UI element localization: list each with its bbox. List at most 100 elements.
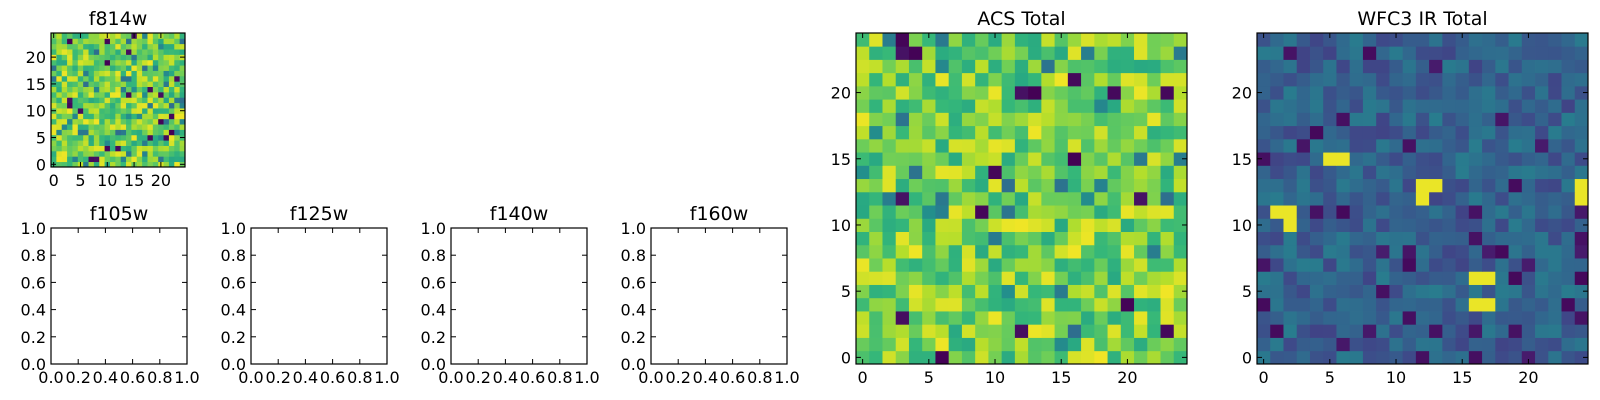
heatmap-cell [93,129,100,136]
heatmap-cell [1081,271,1095,285]
heatmap-cell [1482,72,1496,87]
heatmap-cell [163,97,170,104]
heatmap-cell [67,118,73,125]
heatmap-cell [1041,46,1055,60]
heatmap-cell [179,70,186,77]
heatmap-cell [1455,244,1470,259]
heatmap-cell [1362,165,1377,180]
heatmap-cell [1120,125,1135,140]
heatmap-cell [136,124,143,130]
heatmap-cell [1134,138,1148,153]
heatmap-cell [961,324,976,338]
heatmap-cell [1147,125,1161,140]
heatmap-cell [1574,297,1589,312]
heatmap-cell [1508,218,1523,232]
heatmap-cell [1014,244,1029,259]
heatmap-cell [61,86,68,93]
heatmap-cell [142,134,148,141]
heatmap-cell [1296,85,1311,100]
heatmap-cell [1309,191,1324,206]
y-tick-label: 15 [26,75,46,94]
heatmap-cell [56,134,63,141]
heatmap-cell [1107,85,1122,100]
heatmap-cell [869,85,883,100]
heatmap-cell [1402,152,1417,166]
axes-frame [650,227,788,365]
heatmap-cell [1442,33,1456,47]
heatmap-cell [126,91,132,98]
heatmap-cell [975,218,989,232]
heatmap-cell [1376,297,1390,312]
heatmap-cell [1134,337,1148,352]
heatmap-cell [1054,231,1069,246]
heatmap-cell [115,86,122,93]
heatmap-cell [1014,205,1029,219]
heatmap-cell [104,75,111,82]
heatmap-cell [1574,112,1589,127]
heatmap-cell [1376,59,1390,74]
heatmap-cell [126,124,132,130]
heatmap-cell [1120,231,1135,246]
heatmap-cell [1309,337,1324,352]
heatmap-cell [882,191,897,206]
heatmap-cell [1120,59,1135,74]
heatmap-cell [1482,311,1496,325]
heatmap-cell [1067,218,1082,232]
heatmap-cell [83,49,89,55]
heatmap-cell [1535,284,1549,299]
heatmap-cell [1376,99,1390,113]
heatmap-cell [1309,218,1324,232]
heatmap-cell [61,75,68,82]
heatmap-cell [1415,125,1430,140]
heatmap-cell [93,124,100,130]
heatmap-cell [1402,85,1417,100]
heatmap-cell [61,49,68,55]
heatmap-cell [895,125,910,140]
heatmap-cell [136,59,143,66]
heatmap-cell [1107,125,1122,140]
panel-title: WFC3 IR Total [1357,8,1487,30]
heatmap-cell [88,108,95,114]
heatmap-cell [948,218,963,232]
heatmap-cell [174,75,181,82]
heatmap-cell [1561,165,1576,180]
heatmap-cell [1415,284,1430,299]
heatmap-cell [895,138,910,153]
heatmap-cell [1548,72,1562,87]
panel-title: f160w [690,203,749,225]
heatmap-cell [51,118,57,125]
heatmap-cell [948,85,963,100]
heatmap-cell [56,113,63,120]
heatmap-cell [93,150,100,157]
heatmap-cell [988,46,1003,60]
heatmap-cell [1160,258,1175,272]
heatmap-cell [1376,258,1390,272]
heatmap-cell [1389,125,1404,140]
heatmap-cell [988,297,1003,312]
heatmap-cell [1028,350,1042,365]
heatmap-cell [88,113,95,120]
heatmap-cell [56,65,63,71]
heatmap-cell [115,124,122,130]
heatmap-cell [1415,191,1430,206]
heatmap-cell [131,43,138,50]
heatmap-cell [948,297,963,312]
heatmap-cell [1134,99,1148,113]
axes-frame [250,227,388,365]
heatmap-cell [1081,324,1095,338]
heatmap-cell [83,102,89,109]
y-tick-label: 0 [1242,348,1252,367]
heatmap-cell [1535,138,1549,153]
heatmap-cell [136,118,143,125]
heatmap-cell [1521,165,1536,180]
heatmap-cell [1094,311,1108,325]
heatmap-cell [961,191,976,206]
heatmap-cell [1014,337,1029,352]
heatmap-cell [1535,112,1549,127]
heatmap-cell [1574,258,1589,272]
heatmap-cell [1376,46,1390,60]
heatmap-cell [908,165,923,180]
heatmap-cell [856,311,870,325]
heatmap-cell [1415,337,1430,352]
heatmap-cell [83,81,89,87]
